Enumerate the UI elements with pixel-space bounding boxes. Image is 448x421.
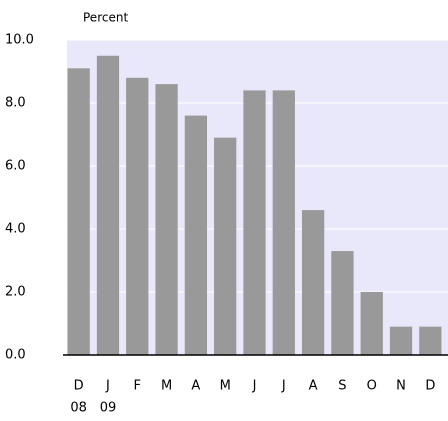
x-tick-label: D <box>74 379 84 394</box>
bar <box>67 68 90 355</box>
x-tick-label: J <box>252 379 257 394</box>
x-tick-label: A <box>191 379 200 394</box>
x-tick-label: J <box>105 379 110 394</box>
y-tick-label: 4.0 <box>5 222 26 237</box>
y-tick-label: 8.0 <box>5 96 26 111</box>
x-tick-label: O <box>367 379 377 394</box>
y-tick-label: 6.0 <box>5 159 26 174</box>
bar <box>272 90 295 356</box>
x-tick-label: M <box>161 379 172 394</box>
bar <box>243 90 266 356</box>
bar <box>360 292 383 355</box>
bar <box>126 77 149 356</box>
y-tick-label: 2.0 <box>5 285 26 300</box>
bar <box>419 326 442 355</box>
x-tick-label: F <box>134 379 141 394</box>
bar <box>184 115 208 355</box>
x-tick-label: S <box>338 379 346 394</box>
x-tick-label: A <box>309 379 318 394</box>
y-axis-label: Percent <box>83 11 128 25</box>
x-tick-label: J <box>281 379 286 394</box>
x-tick-sublabel: 09 <box>100 401 117 416</box>
x-tick-label: D <box>425 379 435 394</box>
x-tick-sublabel: 08 <box>70 401 87 416</box>
bar <box>214 137 237 355</box>
bar <box>331 251 354 355</box>
x-tick-label: M <box>220 379 231 394</box>
bar <box>96 55 120 355</box>
x-tick-label: N <box>396 379 406 394</box>
bar <box>389 326 413 355</box>
bar <box>301 210 325 355</box>
y-tick-label: 10.0 <box>5 33 34 48</box>
bar <box>155 84 178 355</box>
y-tick-label: 0.0 <box>5 348 26 363</box>
